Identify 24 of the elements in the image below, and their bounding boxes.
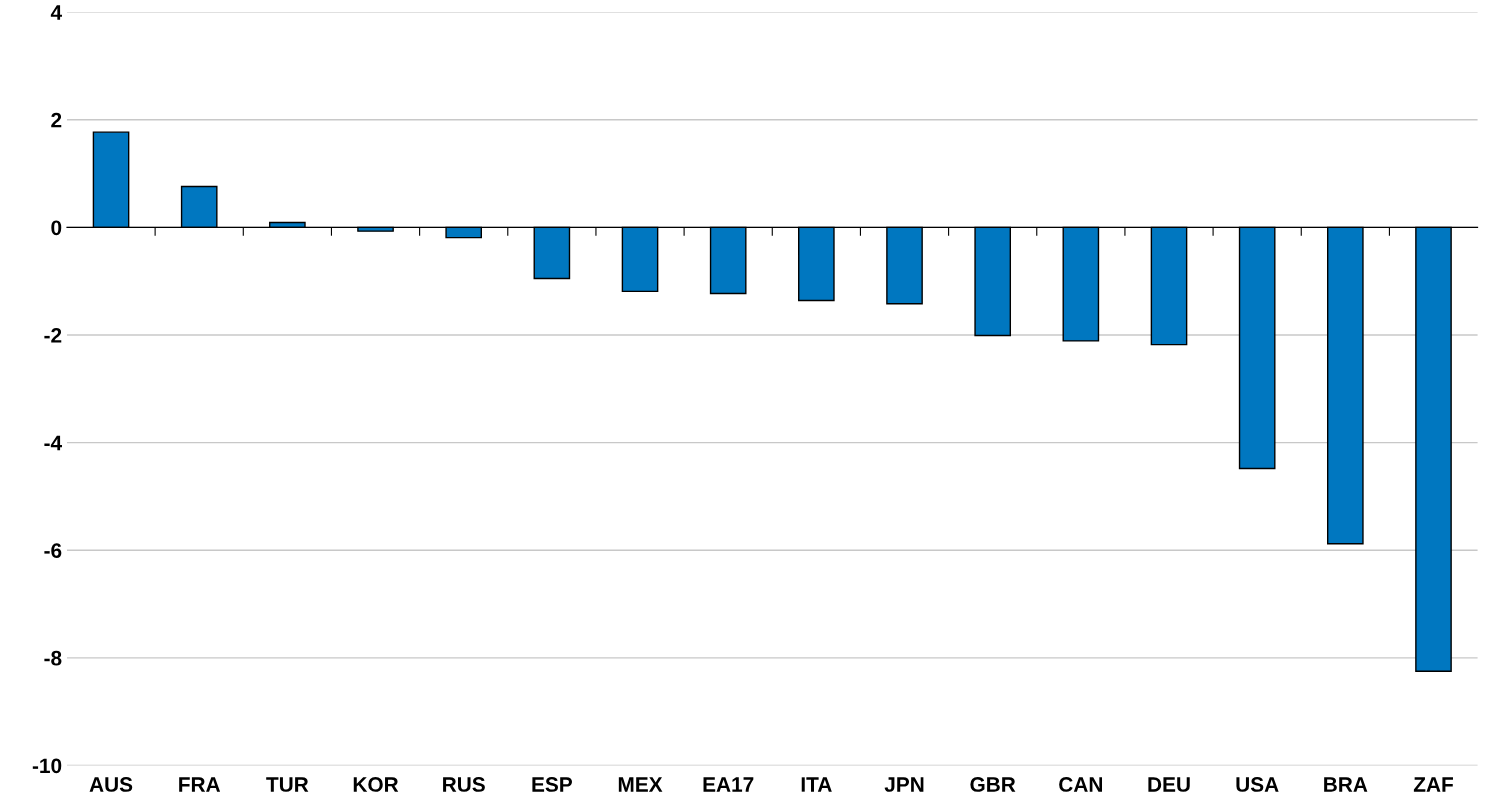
y-tick-label: 4: [50, 5, 62, 20]
y-tick-label: 2: [51, 112, 62, 128]
x-tick-label: RUS: [443, 777, 485, 792]
x-tick-label: FRA: [179, 777, 221, 792]
x-tick-label: MEX: [618, 777, 663, 792]
y-tick-label: -6: [44, 543, 62, 558]
x-tick-label: JPN: [884, 777, 924, 792]
x-tick-label: AUS: [89, 777, 133, 792]
x-tick-label: USA: [1236, 777, 1279, 792]
y-tick-label: -2: [44, 327, 62, 343]
x-tick-label: GBR: [970, 777, 1016, 792]
y-tick-label: 0: [51, 220, 62, 236]
x-tick-label: KOR: [353, 777, 399, 792]
x-tick-label: ZAF: [1413, 777, 1453, 792]
x-tick-label: DEU: [1148, 777, 1190, 792]
x-tick-label: EA17: [703, 777, 754, 792]
y-tick-label: -4: [44, 435, 62, 451]
y-tick-label: -8: [44, 650, 62, 666]
x-tick-label: ITA: [801, 777, 832, 792]
x-tick-label: TUR: [266, 777, 309, 792]
x-tick-label: ESP: [532, 777, 572, 792]
x-tick-label: CAN: [1059, 777, 1103, 792]
y-tick-label: -10: [32, 758, 62, 774]
x-tick-label: BRA: [1324, 777, 1368, 792]
